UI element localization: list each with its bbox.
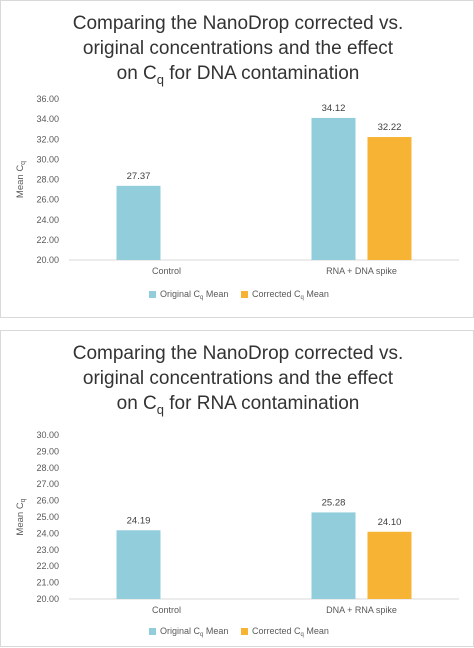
y-tick-label: 26.00 [36, 496, 59, 506]
legend-swatch [149, 628, 156, 635]
category-label: RNA + DNA spike [326, 266, 397, 276]
y-tick-label: 24.00 [36, 528, 59, 538]
chart-panel-dna: Comparing the NanoDrop corrected vs. ori… [0, 0, 474, 318]
legend-label: Original Cq Mean [160, 626, 228, 638]
bar-chart-rna: 20.00 21.00 22.00 23.00 24.00 25.00 26.00 27.00… [15, 430, 459, 638]
y-axis-label: Mean Cq [15, 498, 27, 535]
category-label: Control [152, 605, 181, 615]
bar-corrected [367, 531, 412, 599]
y-tick-label: 36.00 [36, 94, 59, 104]
chart-title: Comparing the NanoDrop corrected vs. ori… [1, 11, 474, 92]
data-label: 27.37 [127, 171, 151, 182]
y-tick-label: 30.00 [36, 154, 59, 164]
y-axis-label: Mean Cq [15, 161, 27, 198]
legend-swatch [241, 291, 248, 298]
chart-panel-rna: Comparing the NanoDrop corrected vs. ori… [0, 330, 474, 647]
bar-original [311, 512, 356, 599]
y-tick-label: 29.00 [36, 446, 59, 456]
title-line-2: original concentrations and the effect [82, 38, 394, 59]
legend-label: Original Cq Mean [160, 289, 228, 301]
title-line-3: on Cq for DNA contamination [116, 63, 360, 87]
y-tick-label: 20.00 [36, 255, 59, 265]
title-line-3: on Cq for RNA contamination [116, 393, 360, 417]
y-tick-label: 26.00 [36, 195, 59, 205]
legend-label: Corrected Cq Mean [252, 289, 329, 301]
data-label: 32.22 [378, 122, 402, 133]
bar-original [116, 530, 161, 599]
legend-swatch [241, 628, 248, 635]
title-line-2: original concentrations and the effect [82, 368, 394, 389]
title-line-1: Comparing the NanoDrop corrected vs. [72, 343, 404, 364]
bar-chart-dna: 20.00 22.00 24.00 26.00 28.00 30.00 32.00 34.00… [15, 94, 459, 301]
y-tick-label: 21.00 [36, 578, 59, 588]
chart-title: Comparing the NanoDrop corrected vs. ori… [1, 341, 474, 422]
bar-original [311, 117, 356, 260]
y-tick-label: 25.00 [36, 512, 59, 522]
y-tick-label: 32.00 [36, 134, 59, 144]
bar-original [116, 185, 161, 260]
y-tick-label: 27.00 [36, 479, 59, 489]
y-tick-label: 30.00 [36, 430, 59, 440]
legend-swatch [149, 291, 156, 298]
data-label: 24.19 [127, 515, 151, 526]
y-tick-label: 20.00 [36, 594, 59, 604]
y-tick-label: 22.00 [36, 561, 59, 571]
data-label: 34.12 [322, 103, 346, 114]
y-tick-label: 28.00 [36, 463, 59, 473]
data-label: 25.28 [322, 497, 346, 508]
category-label: DNA + RNA spike [326, 605, 397, 615]
title-line-1: Comparing the NanoDrop corrected vs. [72, 13, 404, 34]
bar-corrected [367, 137, 412, 260]
y-tick-label: 23.00 [36, 545, 59, 555]
y-tick-label: 34.00 [36, 114, 59, 124]
data-label: 24.10 [378, 517, 402, 528]
category-label: Control [152, 266, 181, 276]
y-tick-label: 22.00 [36, 235, 59, 245]
y-tick-label: 24.00 [36, 215, 59, 225]
y-tick-label: 28.00 [36, 175, 59, 185]
legend-label: Corrected Cq Mean [252, 626, 329, 638]
